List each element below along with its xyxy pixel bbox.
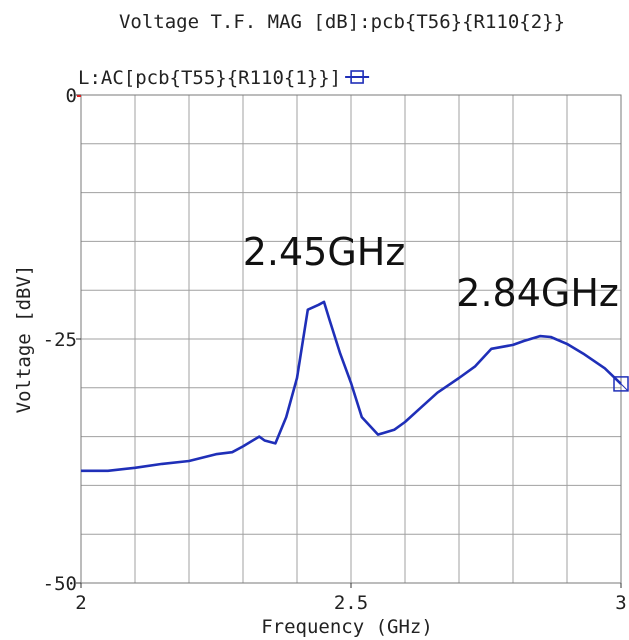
x-tick-label: 2 xyxy=(75,592,86,614)
legend-label: L:AC[pcb{T55}{R110{1}}] xyxy=(78,67,341,89)
legend-marker-icon xyxy=(345,70,370,84)
y-axis-label: Voltage [dBV] xyxy=(13,265,35,414)
x-axis: 2 2.5 3 xyxy=(75,583,627,614)
peak-annotation: 2.84GHz xyxy=(456,271,619,315)
series-line xyxy=(81,300,622,473)
x-tick-label: 2.5 xyxy=(334,592,368,614)
chart-title: Voltage T.F. MAG [dB]:pcb{T56}{R110{2}} xyxy=(119,11,565,33)
x-tick-label: 3 xyxy=(615,592,626,614)
legend[interactable]: L:AC[pcb{T55}{R110{1}}] xyxy=(78,67,370,89)
y-tick-label: 0 xyxy=(66,85,77,107)
series-end-marker xyxy=(613,376,629,392)
y-tick-label: -50 xyxy=(43,573,77,595)
series-layer xyxy=(81,300,629,473)
peak-annotation: 2.45GHz xyxy=(243,230,406,274)
y-tick-label: -25 xyxy=(43,329,77,351)
x-axis-label: Frequency (GHz) xyxy=(261,616,433,638)
y-axis: 0 -25 -50 xyxy=(43,85,81,595)
annotations: 2.45GHz 2.84GHz xyxy=(243,230,619,315)
